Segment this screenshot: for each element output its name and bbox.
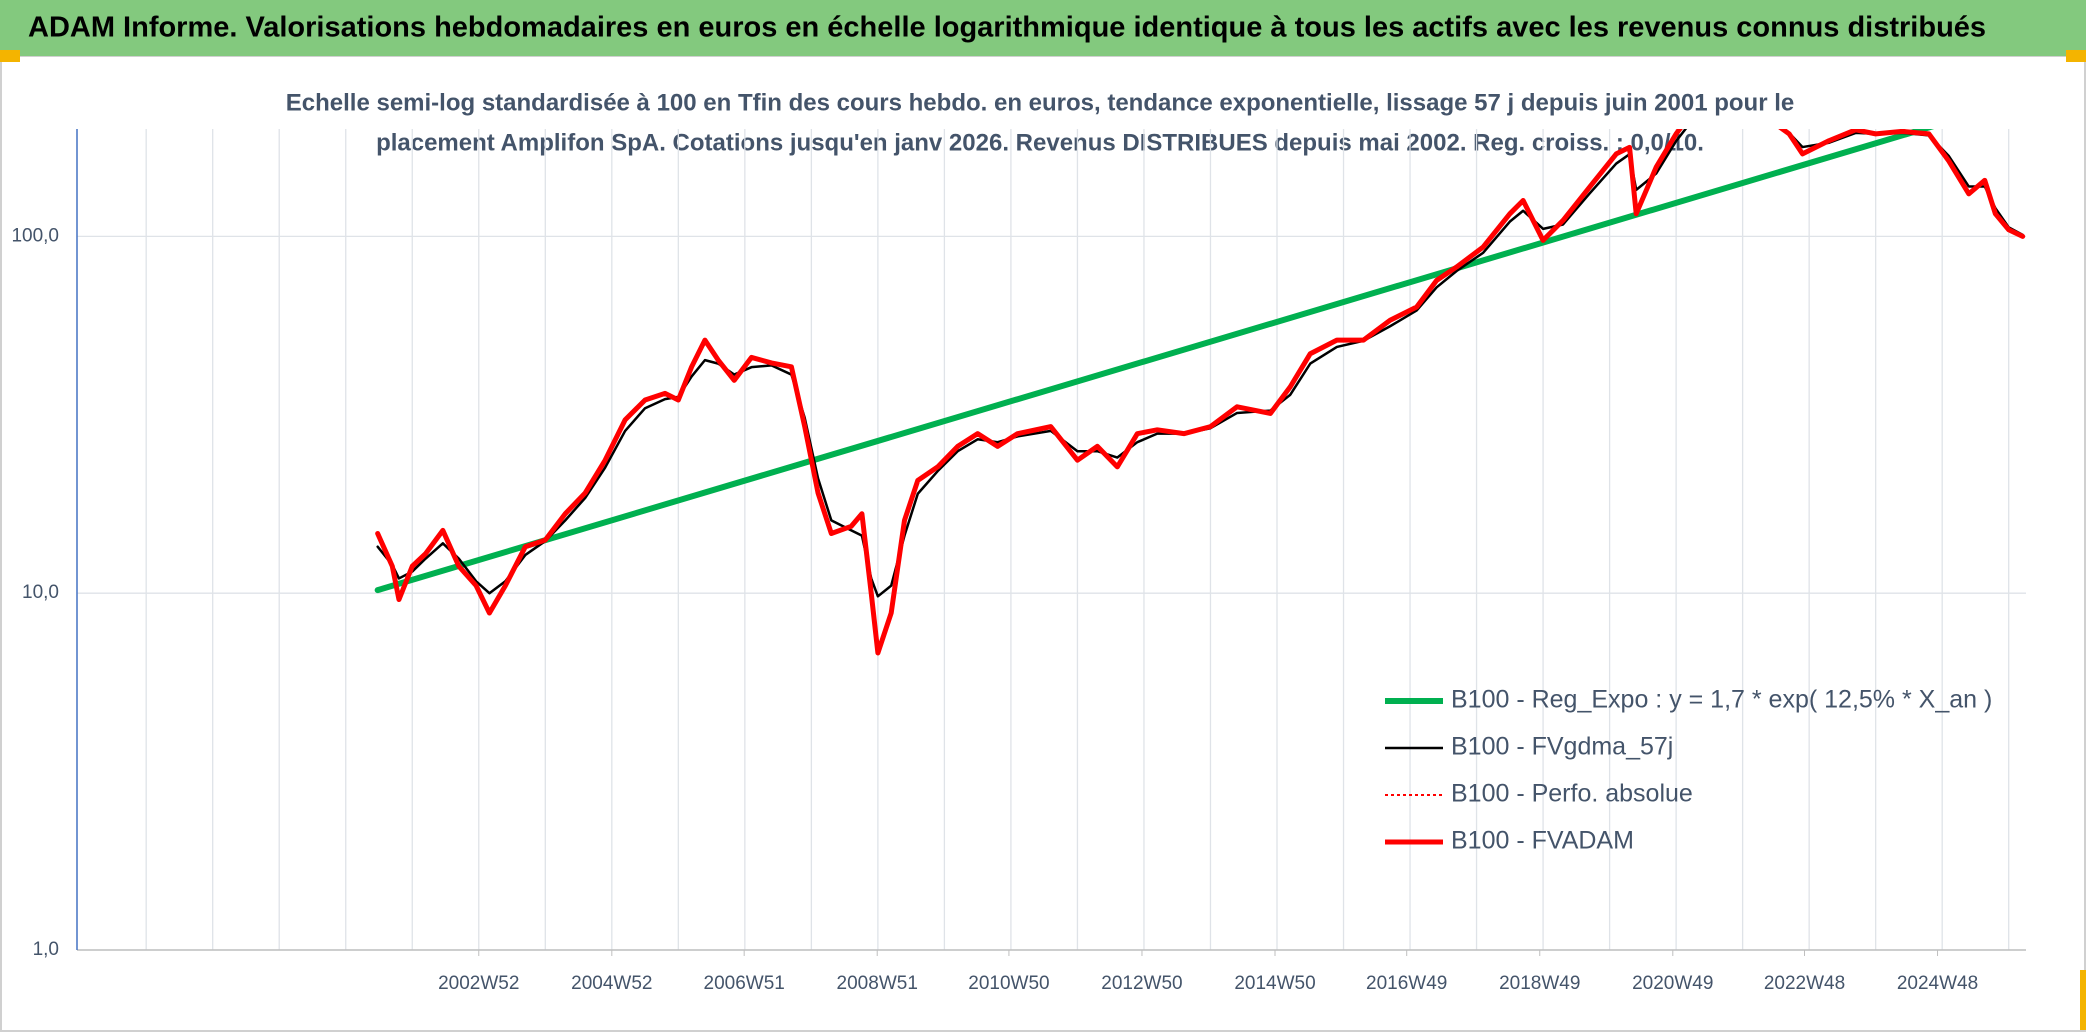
series-line (375, 129, 2026, 656)
corner-mark (2080, 970, 2086, 1030)
x-tick-label: 2002W52 (438, 973, 519, 994)
series-line (376, 129, 2024, 598)
corner-mark (0, 50, 20, 62)
x-tick-label: 2004W52 (571, 973, 652, 994)
series-line (374, 129, 1935, 594)
legend-label: B100 - FVADAM (1451, 827, 1634, 855)
x-tick-label: 2012W50 (1101, 973, 1182, 994)
legend-label: B100 - Reg_Expo : y = 1,7 * exp( 12,5% *… (1451, 686, 1992, 714)
y-tick-label: 1,0 (33, 939, 59, 960)
y-tick-label: 100,0 (11, 225, 59, 246)
x-tick-label: 2014W50 (1234, 973, 1315, 994)
chart-title: ADAM Informe. Valorisations hebdomadaire… (28, 12, 1986, 44)
header-band (0, 0, 2086, 56)
chart-subtitle: placement Amplifon SpA. Cotations jusqu'… (376, 129, 1704, 156)
frame (0, 55, 2086, 1032)
x-tick-label: 2020W49 (1632, 973, 1713, 994)
plot-area (374, 129, 2026, 656)
chart-subtitle: Echelle semi-log standardisée à 100 en T… (286, 89, 1794, 116)
y-tick-label: 10,0 (22, 582, 59, 603)
x-tick-label: 2006W51 (704, 973, 785, 994)
x-tick-label: 2008W51 (837, 973, 918, 994)
x-tick-label: 2018W49 (1499, 973, 1580, 994)
x-tick-label: 2024W48 (1897, 973, 1978, 994)
corner-mark (2066, 50, 2086, 62)
legend-label: B100 - Perfo. absolue (1451, 780, 1693, 808)
x-tick-label: 2010W50 (968, 973, 1049, 994)
legend-label: B100 - FVgdma_57j (1451, 733, 1673, 761)
x-tick-label: 2022W48 (1764, 973, 1845, 994)
x-tick-label: 2016W49 (1366, 973, 1447, 994)
